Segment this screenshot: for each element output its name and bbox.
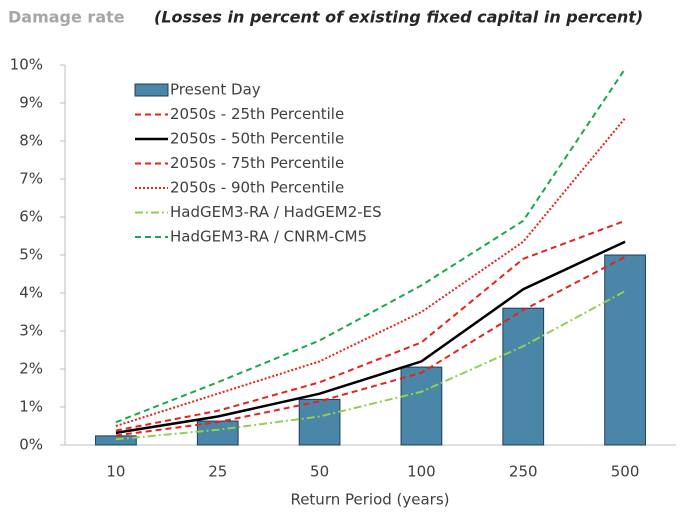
line [115, 256, 626, 437]
legend-label: HadGEM3-RA / CNRM-CM5 [170, 228, 367, 246]
x-axis-label: Return Period (years) [290, 491, 449, 509]
chart-title: Damage rate [8, 8, 125, 27]
y-tick-label: 8% [19, 132, 43, 150]
y-tick-label: 10% [10, 56, 43, 74]
legend-label: 2050s - 75th Percentile [170, 154, 344, 172]
legend-label: 2050s - 50th Percentile [170, 130, 344, 148]
line [115, 219, 626, 432]
x-tick-label: 250 [509, 463, 538, 481]
y-tick-label: 3% [19, 322, 43, 340]
line [115, 117, 626, 427]
bar [604, 254, 646, 446]
y-tick-label: 0% [19, 436, 43, 454]
x-tick-label: 10 [106, 463, 125, 481]
y-tick-label: 2% [19, 360, 43, 378]
chart-subtitle: (Losses in percent of existing fixed cap… [154, 8, 643, 27]
bar [196, 420, 239, 446]
y-tick-label: 7% [19, 170, 43, 188]
legend-label: 2050s - 25th Percentile [170, 105, 344, 123]
x-tick-label: 50 [310, 463, 329, 481]
x-tick-label: 100 [407, 463, 436, 481]
legend-label: HadGEM3-RA / HadGEM2-ES [170, 203, 382, 221]
legend-label: 2050s - 90th Percentile [170, 179, 344, 197]
line [115, 68, 626, 424]
y-tick-label: 9% [19, 94, 43, 112]
y-tick-label: 5% [19, 246, 43, 264]
line [115, 290, 626, 441]
bar [502, 307, 545, 446]
x-tick-label: 500 [611, 463, 640, 481]
y-tick-label: 4% [19, 284, 43, 302]
y-tick-label: 6% [19, 208, 43, 226]
y-tick-label: 1% [19, 398, 43, 416]
line [115, 240, 626, 435]
x-tick-label: 25 [208, 463, 227, 481]
bar [95, 435, 137, 446]
legend-label: Present Day [170, 81, 261, 99]
bar [298, 398, 341, 446]
bar [400, 366, 443, 446]
legend-swatch [134, 83, 169, 97]
